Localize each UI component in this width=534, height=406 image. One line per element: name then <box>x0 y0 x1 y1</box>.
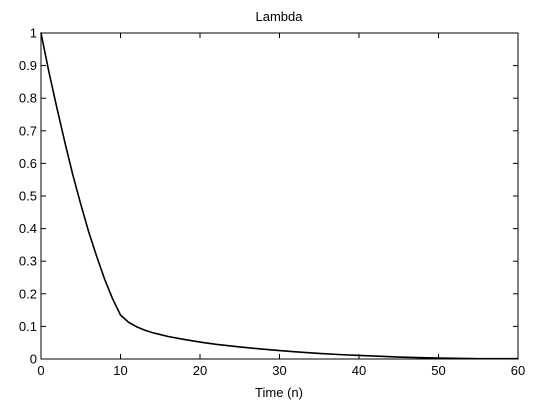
y-tick-label: 0.1 <box>19 319 37 334</box>
chart-title: Lambda <box>256 9 304 24</box>
y-tick-label: 0.2 <box>19 286 37 301</box>
series-line-0 <box>40 32 519 360</box>
series-layer <box>40 32 519 360</box>
x-tick-label: 20 <box>193 363 207 378</box>
axis-ticks <box>40 32 519 360</box>
x-axis-label: Time (n) <box>255 385 303 400</box>
x-tick-label: 30 <box>272 363 286 378</box>
x-tick-label: 10 <box>113 363 127 378</box>
y-tick-label: 0.7 <box>19 123 37 138</box>
x-tick-label: 60 <box>511 363 525 378</box>
y-tick-label: 0.3 <box>19 254 37 269</box>
y-tick-label: 0.5 <box>19 189 37 204</box>
y-tick-label: 0.8 <box>19 91 37 106</box>
x-tick-label: 0 <box>37 363 44 378</box>
x-tick-label: 50 <box>431 363 445 378</box>
y-tick-label: 0.9 <box>19 58 37 73</box>
x-tick-label: 40 <box>352 363 366 378</box>
tick-labels: 0 10 20 30 40 50 60 0 0.1 0.2 0.3 0.4 0.5 0.6 0.7 0.8 0.… <box>19 26 525 379</box>
y-tick-label: 0.4 <box>19 221 37 236</box>
y-tick-label: 1 <box>30 26 37 41</box>
plot-frame <box>40 32 519 360</box>
y-tick-label: 0.6 <box>19 156 37 171</box>
y-tick-label: 0 <box>30 352 37 367</box>
